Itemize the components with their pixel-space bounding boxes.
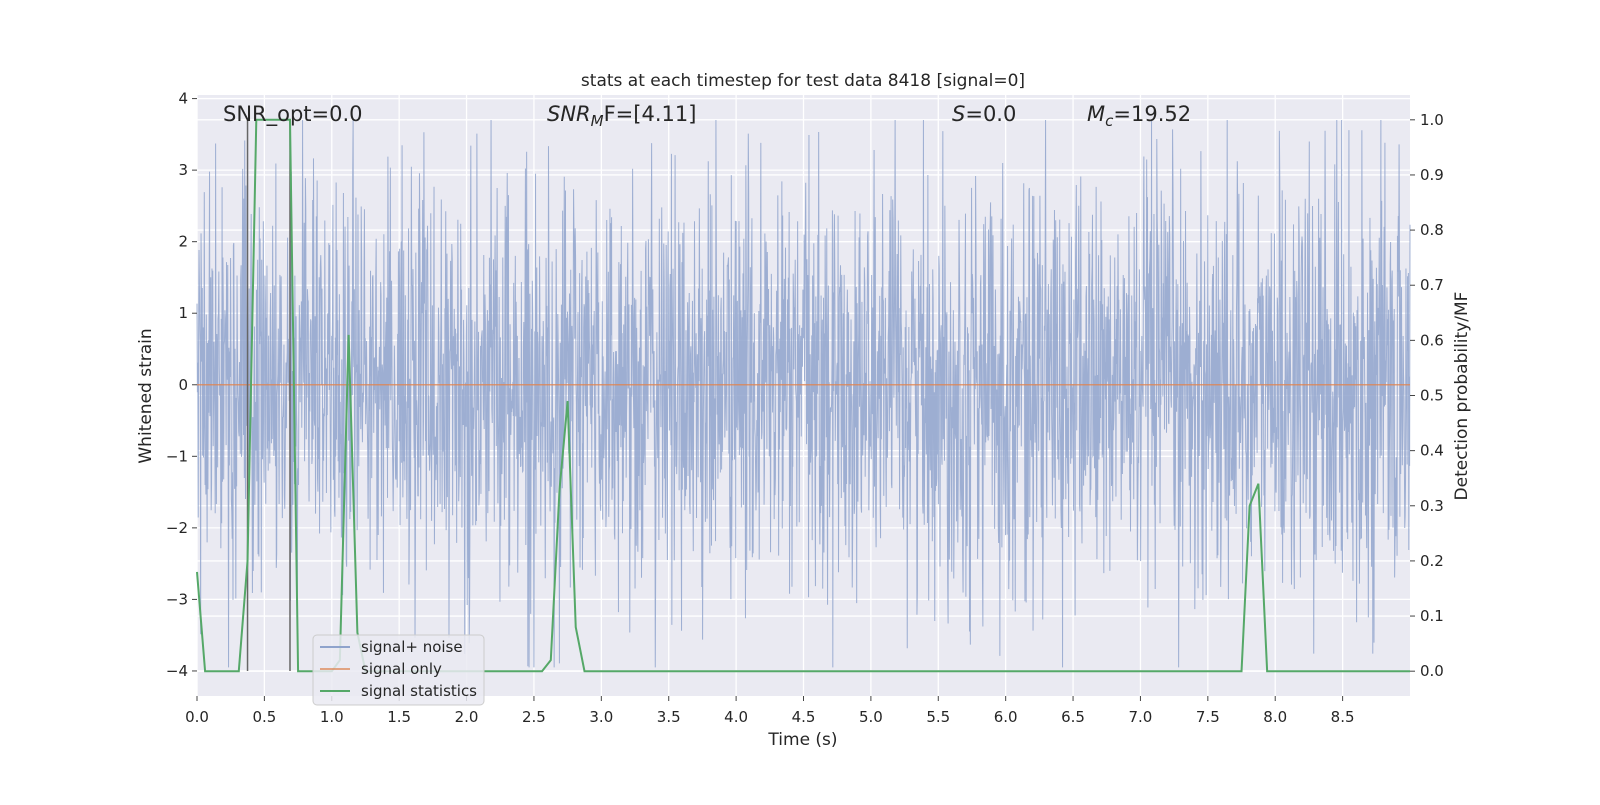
y-tick-label: −3 [166,590,188,608]
x-tick-label: 4.5 [792,708,816,726]
x-tick-label: 5.5 [926,708,950,726]
x-tick-label: 5.0 [859,708,883,726]
s-rest: =0.0 [965,102,1016,126]
legend: signal+ noise signal only signal statist… [312,634,485,706]
chart-title: stats at each timestep for test data 841… [581,71,1025,91]
y-tick-label: 3 [178,161,188,179]
x-tick-label: 0.5 [252,708,276,726]
x-tick-label: 6.5 [1061,708,1085,726]
x-axis-ticks: 0.0 0.5 1.0 1.5 2.0 2.5 3.0 3.5 4.0 4.5 5.0 5.5 6.0 6… [185,696,1355,726]
y-tick-label: −4 [166,662,188,680]
y-tick-label: 2 [178,233,188,251]
x-tick-label: 7.0 [1129,708,1153,726]
annotation-mc: Mc=19.52 [1087,102,1191,130]
annotation-snr-mf: SNRMF=[4.11] [547,102,696,130]
legend-label-signal-only: signal only [361,660,442,678]
mc-base: M [1087,102,1105,126]
y-tick-label: 0 [178,376,188,394]
y-axis-ticks: 4 3 2 1 0 −1 −2 −3 −4 [166,90,197,680]
series-signal-noise [196,120,1411,668]
annotation-s: S=0.0 [952,102,1016,126]
y2-tick-label: 0.6 [1420,331,1444,349]
vertical-lines [246,120,291,671]
x-tick-label: 1.0 [320,708,344,726]
x-tick-label: 8.5 [1331,708,1355,726]
legend-label-signal-noise: signal+ noise [361,638,463,656]
x-tick-label: 7.5 [1196,708,1220,726]
x-tick-label: 0.0 [185,708,209,726]
statistics-line [196,118,1410,673]
legend-label-signal-statistics: signal statistics [361,682,477,700]
y2-tick-label: 0.2 [1420,552,1444,570]
mc-rest: =19.52 [1113,102,1191,126]
y2-tick-label: 1.0 [1420,111,1444,129]
series-signal-statistics [196,118,1410,673]
y2-tick-label: 0.8 [1420,221,1444,239]
x-tick-label: 3.0 [589,708,613,726]
mc-sub: c [1105,112,1114,130]
y2-tick-label: 0.9 [1420,166,1444,184]
y2-tick-label: 0.7 [1420,276,1444,294]
y-tick-label: 1 [178,304,188,322]
x-tick-label: 2.5 [522,708,546,726]
snr-mf-rest: F=[4.11] [604,102,697,126]
x-tick-label: 2.0 [455,708,479,726]
s-base: S [952,102,965,126]
y-tick-label: −2 [166,519,188,537]
x-axis-label: Time (s) [767,730,837,750]
snr-mf-base: SNR [547,102,591,126]
y2-axis-label: Detection probability/MF [1452,292,1472,501]
y-axis-label: Whitened strain [136,328,156,463]
y2-tick-label: 0.5 [1420,387,1444,405]
x-tick-label: 8.0 [1263,708,1287,726]
y2-tick-label: 0.0 [1420,662,1444,680]
legend-box [312,634,485,706]
x-tick-label: 3.5 [657,708,681,726]
y2-tick-label: 0.1 [1420,607,1444,625]
snr-mf-sub: M [591,112,604,130]
noise-line [196,120,1411,668]
x-tick-label: 4.0 [724,708,748,726]
y-tick-label: −1 [166,447,188,465]
y2-tick-label: 0.4 [1420,442,1444,460]
annotation-snr-opt: SNR_opt=0.0 [223,102,363,127]
x-tick-label: 6.0 [994,708,1018,726]
y2-axis-ticks: 1.0 0.9 0.8 0.7 0.6 0.5 0.4 0.3 0.2 0.1 0.0 [1410,111,1444,680]
x-tick-label: 1.5 [387,708,411,726]
y2-tick-label: 0.3 [1420,497,1444,515]
y-tick-label: 4 [178,90,188,108]
